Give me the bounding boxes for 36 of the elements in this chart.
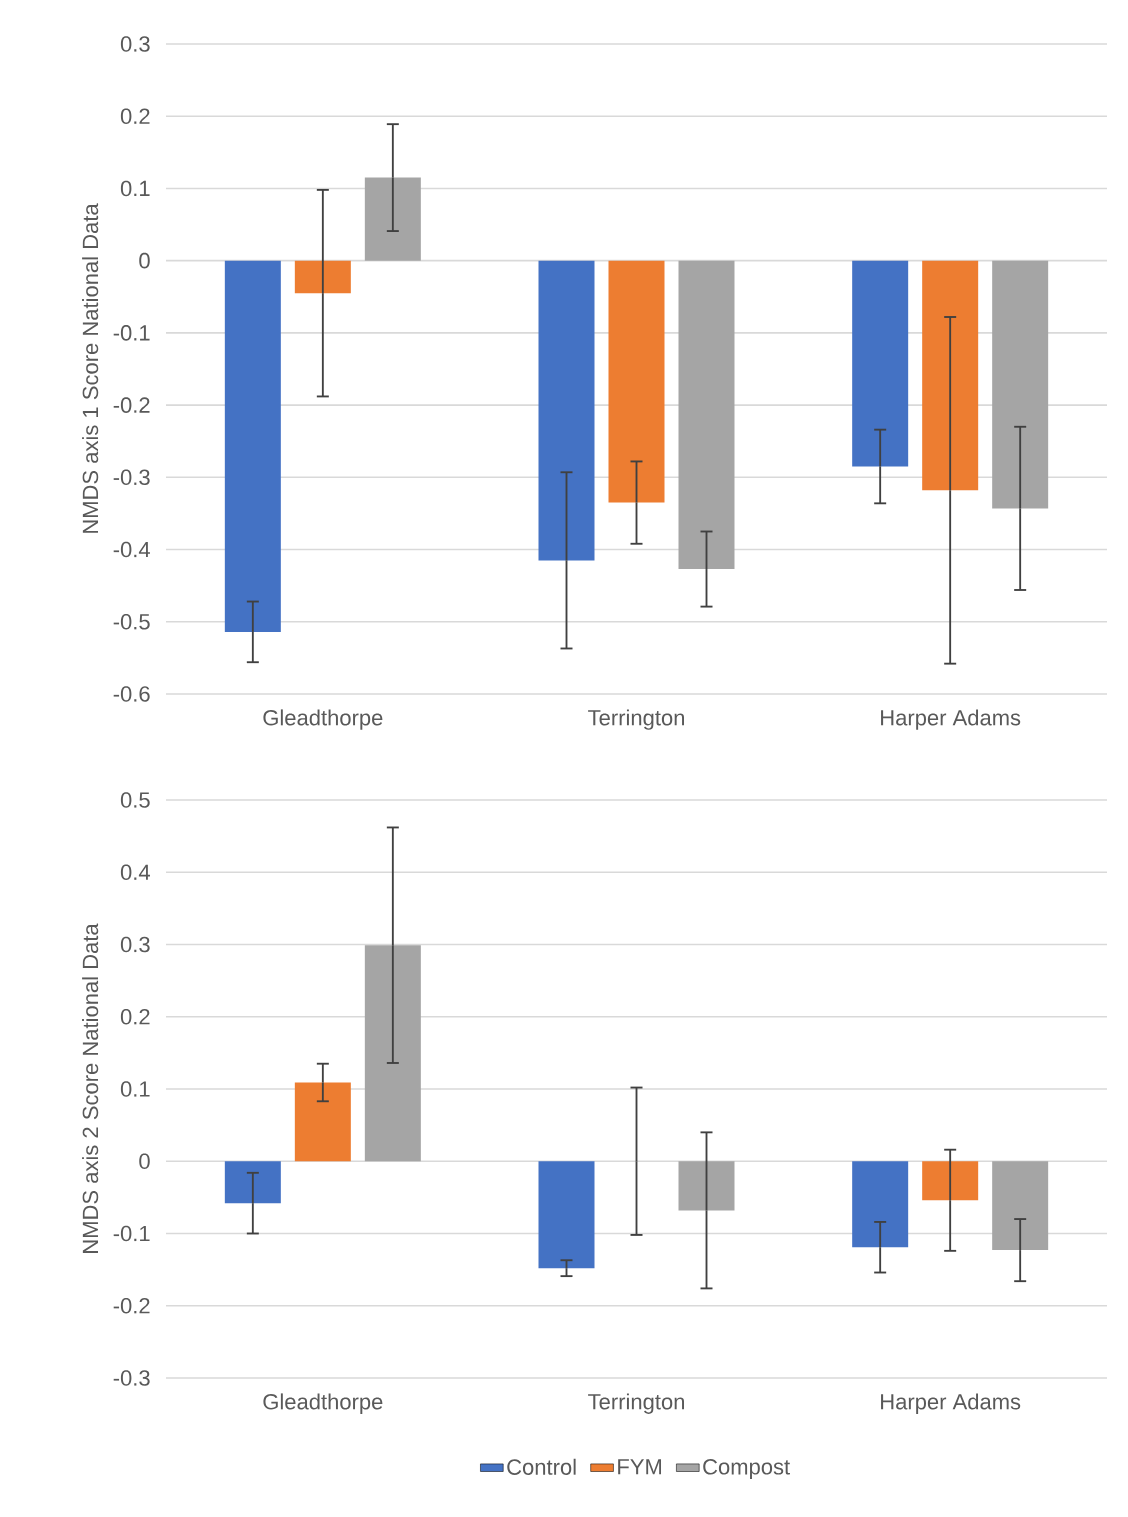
y-tick-label: 0.5 (120, 792, 150, 808)
x-tick-label: Harper Adams (881, 709, 1021, 730)
y-tick-label: -0.1 (113, 1225, 150, 1242)
y-tick-label: 0.2 (120, 108, 150, 124)
y-tick-label: -0.2 (113, 397, 150, 413)
legend-label: Compost (703, 1459, 790, 1479)
y-tick-label: -0.1 (113, 325, 150, 341)
y-tick-label: -0.6 (113, 686, 150, 702)
bar (992, 1161, 1049, 1251)
x-tick-label: Gleadthorpe (263, 1393, 383, 1414)
bar (852, 1161, 909, 1248)
y-tick-label: 0.3 (120, 936, 150, 953)
y-tick-label: -0.3 (113, 1370, 150, 1386)
y-tick-label: 0.3 (120, 36, 150, 52)
y-tick-label: 0.4 (120, 864, 150, 881)
y-tick-label: 0.1 (120, 1081, 150, 1097)
y-tick-label: -0.5 (113, 613, 150, 630)
bar (678, 1161, 735, 1211)
y-tick-label: -0.4 (113, 541, 150, 558)
y-axis-title: NMDS axis 2 Score National Data (82, 923, 99, 1253)
bar (922, 1161, 979, 1201)
y-axis-title: NMDS axis 1 Score National Data (82, 203, 99, 533)
bar (294, 1082, 351, 1162)
legend-label: FYM (618, 1459, 662, 1475)
y-tick-label: 0 (139, 252, 150, 269)
legend-label: Control (507, 1458, 576, 1475)
y-tick-label: 0.1 (120, 180, 150, 197)
y-tick-label: 0.2 (120, 1008, 150, 1025)
y-tick-label: 0 (139, 1153, 150, 1170)
y-tick-label: -0.3 (113, 469, 150, 486)
x-tick-label: Harper Adams (881, 1393, 1021, 1414)
bar (538, 1161, 595, 1269)
y-tick-label: -0.2 (113, 1297, 150, 1314)
x-tick-label: Terrington (588, 1393, 684, 1414)
x-tick-label: Gleadthorpe (263, 709, 383, 730)
x-tick-label: Terrington (588, 709, 684, 730)
